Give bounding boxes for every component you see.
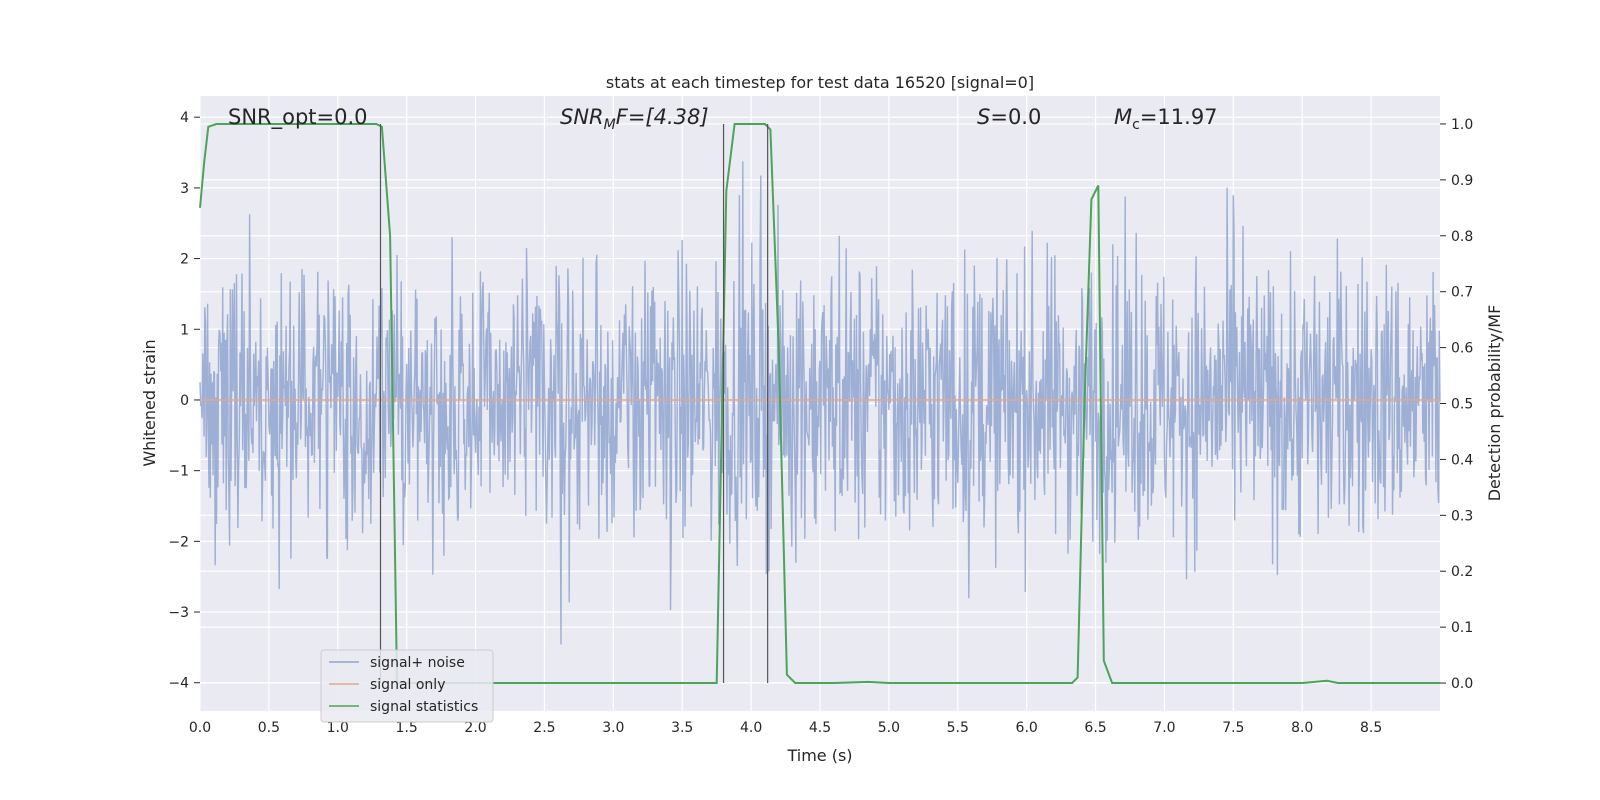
- y-tick-label: −2: [168, 534, 189, 550]
- signal-noise-series: [199, 161, 1441, 645]
- x-tick-label: 1.5: [396, 720, 418, 736]
- x-tick-label: 0.0: [189, 720, 211, 736]
- x-tick-label: 2.0: [464, 720, 486, 736]
- annotation-mc: Mc=11.97: [1114, 105, 1218, 133]
- snr-mf-rest: F=[4.38]: [616, 105, 709, 129]
- chart-title: stats at each timestep for test data 165…: [606, 73, 1034, 92]
- x-tick-label: 8.0: [1291, 720, 1313, 736]
- y-axis-ticks: −4 −3 −2 −1 0 1 2 3 4: [168, 110, 200, 692]
- signal-statistics-series: [199, 123, 1440, 684]
- right-axis-tick-label: 0.3: [1451, 508, 1473, 524]
- snr-mf-subscript: M: [604, 117, 616, 133]
- snr-mf-main: SNR: [560, 105, 604, 129]
- x-tick-label: 5.5: [947, 720, 969, 736]
- s-rest: =0.0: [990, 105, 1041, 129]
- y-tick-label: 4: [180, 110, 189, 126]
- y-tick-label: 1: [180, 322, 189, 338]
- x-tick-label: 0.5: [258, 720, 280, 736]
- s-main: S: [977, 105, 990, 129]
- legend-label-statistics: signal statistics: [370, 699, 478, 715]
- legend: signal+ noise signal only signal statist…: [320, 649, 494, 723]
- right-axis-tick-label: 0.8: [1451, 229, 1473, 245]
- y-tick-label: −4: [168, 676, 189, 692]
- legend-label-noise: signal+ noise: [370, 655, 465, 671]
- vertical-markers: [379, 123, 769, 684]
- x-tick-label: 5.0: [878, 720, 900, 736]
- annotation-snr-opt: SNR_opt=0.0: [228, 105, 368, 130]
- right-axis-tick-label: 0.2: [1451, 564, 1473, 580]
- x-tick-label: 7.0: [1153, 720, 1175, 736]
- x-tick-label: 3.0: [602, 720, 624, 736]
- x-tick-label: 8.5: [1360, 720, 1382, 736]
- right-axis-tick-label: 0.1: [1451, 620, 1473, 636]
- annotation-s: S=0.0: [977, 105, 1041, 129]
- x-tick-label: 1.0: [327, 720, 349, 736]
- y-tick-label: −1: [168, 464, 189, 480]
- mc-main: M: [1114, 105, 1132, 129]
- right-axis-tick-label: 0.6: [1451, 341, 1473, 357]
- legend-label-signal-only: signal only: [370, 677, 445, 693]
- y-tick-label: −3: [168, 605, 189, 621]
- y-tick-label: 2: [180, 252, 189, 268]
- x-axis-title: Time (s): [786, 746, 852, 765]
- legend-box: [320, 649, 494, 723]
- right-axis-tick-label: 0.5: [1451, 397, 1473, 413]
- y-tick-label: 3: [180, 181, 189, 197]
- statistics-line: [199, 123, 1440, 684]
- mc-subscript: c: [1132, 117, 1140, 133]
- right-axis-title: Detection probability/MF: [1485, 305, 1504, 502]
- y-tick-label: 0: [180, 393, 189, 409]
- right-axis-tick-label: 0.7: [1451, 285, 1473, 301]
- annotation-snr-mf: SNRMF=[4.38]: [560, 105, 709, 133]
- mc-rest: =11.97: [1140, 105, 1218, 129]
- x-tick-label: 4.5: [809, 720, 831, 736]
- x-tick-label: 4.0: [740, 720, 762, 736]
- x-tick-label: 7.5: [1222, 720, 1244, 736]
- x-tick-label: 2.5: [533, 720, 555, 736]
- right-axis-tick-label: 0.4: [1451, 452, 1473, 468]
- right-axis-tick-label: 0.9: [1451, 173, 1473, 189]
- x-axis-ticks: 0.0 0.5 1.0 1.5 2.0 2.5 3.0 3.5 4.0 4.5 5.0 5.5 6.0 6…: [189, 720, 1382, 736]
- noise-line: [199, 161, 1441, 645]
- right-axis-tick-label: 1.0: [1451, 117, 1473, 133]
- y-axis-title: Whitened strain: [140, 339, 159, 466]
- right-axis-tick-label: 0.0: [1451, 676, 1473, 692]
- x-tick-label: 3.5: [671, 720, 693, 736]
- x-tick-label: 6.0: [1016, 720, 1038, 736]
- right-axis-ticks: 0.0 0.1 0.2 0.3 0.4 0.5 0.6 0.7 0.8 0.9 1.0: [1440, 117, 1473, 692]
- x-tick-label: 6.5: [1084, 720, 1106, 736]
